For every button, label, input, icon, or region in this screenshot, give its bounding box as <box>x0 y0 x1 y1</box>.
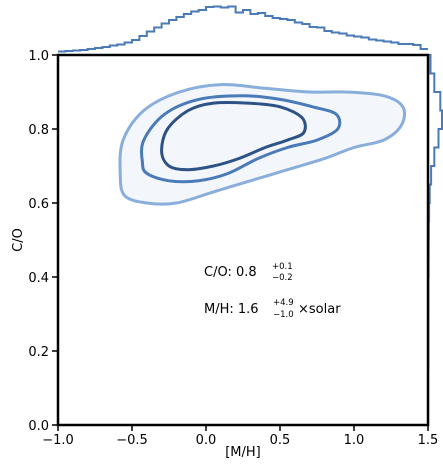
x-tick-label: 0.5 <box>270 433 291 448</box>
annotation-mh: M/H: 1.6 +4.9 −1.0 ×solar <box>204 298 341 320</box>
y-tick-label: 0.2 <box>28 345 49 360</box>
top-marginal-histogram <box>58 5 428 53</box>
x-tick-label: −1.0 <box>42 433 74 448</box>
x-tick-label: 1.5 <box>418 433 439 448</box>
x-axis-ticks: −1.0 −0.5 0.0 0.5 1.0 1.5 <box>42 425 438 448</box>
annotation-mh-label: M/H: 1.6 <box>204 302 259 317</box>
y-tick-label: 0.6 <box>28 197 49 212</box>
x-tick-label: 1.0 <box>344 433 365 448</box>
x-axis-label: [M/H] <box>225 445 261 460</box>
y-axis-ticks: 0.0 0.2 0.4 0.6 0.8 1.0 <box>28 49 58 434</box>
right-histogram-line <box>427 54 443 425</box>
annotation-co-sup: +0.1 <box>272 262 293 272</box>
contour-middle <box>140 94 342 184</box>
annotation-co-sub: −0.2 <box>272 273 293 283</box>
y-axis-label: C/O <box>11 228 26 252</box>
x-tick-label: 0.0 <box>196 433 217 448</box>
top-histogram-line <box>58 5 428 53</box>
annotation-mh-sub: −1.0 <box>273 310 294 320</box>
y-tick-label: 0.8 <box>28 123 49 138</box>
y-tick-label: 0.0 <box>28 419 49 434</box>
y-tick-label: 1.0 <box>28 49 49 64</box>
x-tick-label: −0.5 <box>116 433 148 448</box>
annotation-mh-suffix: ×solar <box>298 302 341 317</box>
plot-frame <box>56 53 430 427</box>
contour-inner <box>160 100 307 172</box>
right-marginal-histogram <box>427 54 443 425</box>
y-tick-label: 0.4 <box>28 271 49 286</box>
contour-layer <box>118 83 407 206</box>
annotation-co: C/O: 0.8 +0.1 −0.2 <box>204 262 293 283</box>
contour-outer <box>118 83 407 206</box>
annotation-mh-sup: +4.9 <box>273 298 294 308</box>
annotation-co-label: C/O: 0.8 <box>204 265 257 280</box>
